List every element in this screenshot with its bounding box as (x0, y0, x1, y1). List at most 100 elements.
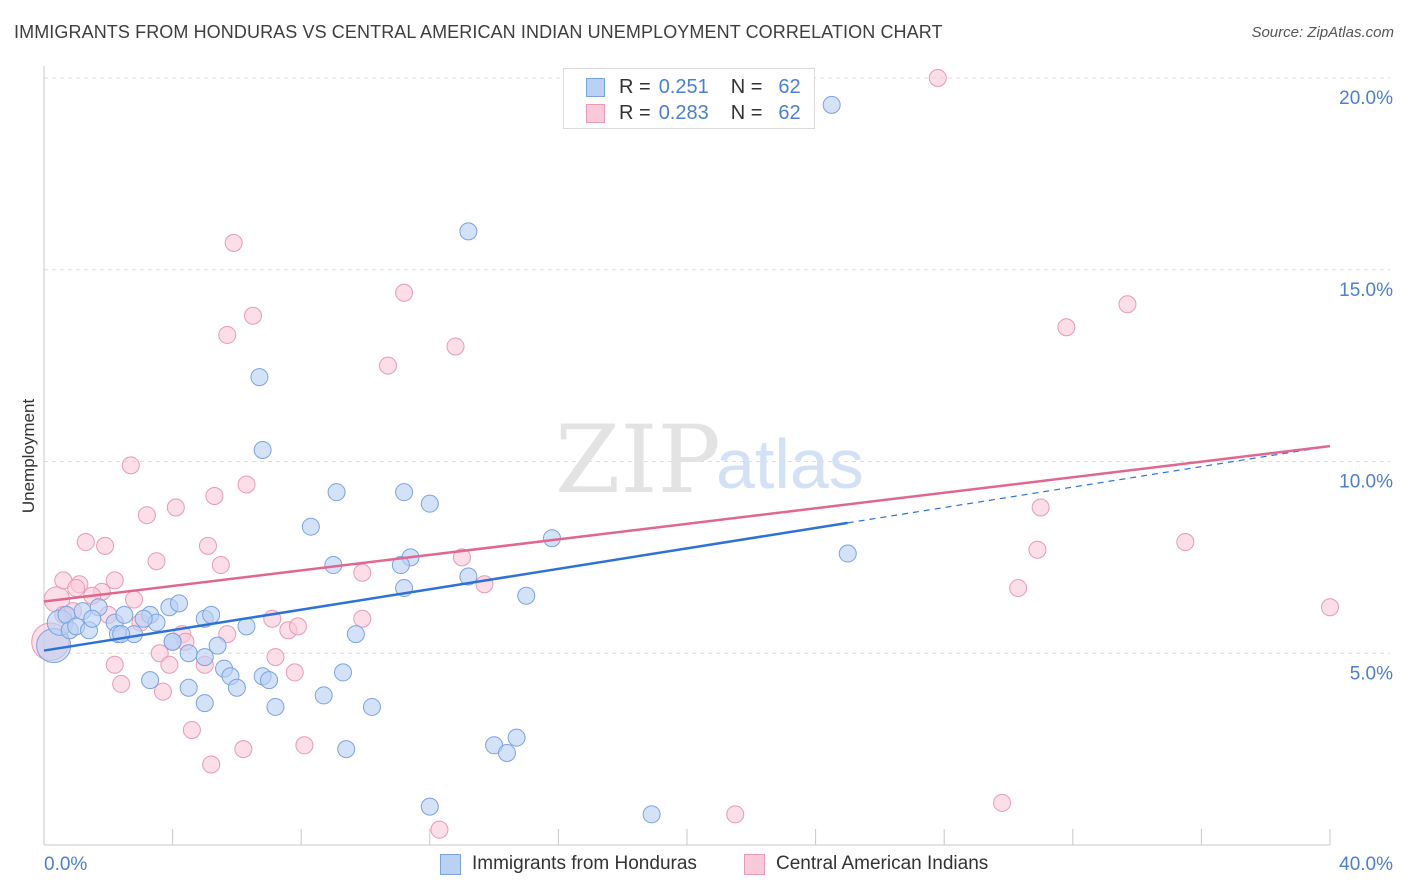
data-point (507, 728, 526, 747)
r-label: R = (619, 101, 651, 124)
data-point (459, 567, 478, 586)
data-point (1321, 598, 1339, 617)
data-point (134, 609, 153, 628)
data-point (195, 648, 214, 667)
data-point (112, 674, 131, 693)
legend-swatch-pink (744, 853, 765, 875)
n-label: N = (730, 101, 763, 124)
data-point (353, 563, 372, 582)
data-point (179, 644, 198, 663)
n-value: 62 (778, 101, 801, 124)
r-label: R = (619, 75, 651, 98)
y-tick-label: 20.0% (1339, 88, 1393, 109)
trend-line-honduras-extension (847, 445, 1331, 524)
data-point (838, 544, 857, 563)
data-point (353, 609, 372, 628)
data-point (83, 609, 102, 628)
data-point (227, 678, 246, 697)
data-point (314, 686, 333, 705)
r-value: 0.283 (658, 101, 709, 124)
trend-line-central-american-indians (43, 444, 1331, 603)
data-point (218, 325, 237, 344)
legend-label: Central American Indians (776, 853, 989, 874)
trend-line-honduras (43, 521, 848, 652)
data-point (993, 793, 1012, 812)
r-value: 0.251 (658, 75, 709, 98)
y-tick-label: 15.0% (1339, 280, 1393, 301)
legend-item-central-american-indians[interactable]: Central American Indians (744, 850, 988, 878)
data-point (202, 605, 221, 624)
data-point (202, 755, 221, 774)
data-point (1118, 295, 1137, 314)
data-point (243, 306, 262, 325)
data-point (105, 571, 124, 590)
data-point (475, 575, 494, 594)
data-point (452, 548, 471, 567)
x-tick-label: 0.0% (44, 854, 87, 875)
grid-lines (44, 77, 1390, 654)
data-point (96, 536, 115, 555)
data-point (76, 533, 95, 552)
data-point (391, 556, 410, 575)
data-point (395, 283, 414, 302)
data-point (379, 356, 398, 375)
data-point (163, 632, 182, 651)
legend-label: Immigrants from Honduras (472, 853, 697, 874)
data-point (430, 820, 449, 839)
legend-swatch-blue (440, 853, 461, 875)
watermark: ZIP atlas (555, 406, 864, 515)
data-point (121, 456, 140, 475)
data-point (153, 682, 172, 701)
data-point (928, 69, 947, 87)
data-point (208, 636, 227, 655)
watermark-atlas: atlas (716, 425, 864, 503)
source-credit: Source: ZipAtlas.com (1251, 24, 1394, 41)
data-point (301, 517, 320, 536)
data-point (141, 671, 160, 690)
data-point (224, 233, 243, 252)
chart-title: IMMIGRANTS FROM HONDURAS VS CENTRAL AMER… (14, 22, 943, 42)
data-point (288, 617, 307, 636)
trend-lines (43, 444, 1331, 652)
n-value: 62 (778, 75, 801, 98)
data-point (1009, 579, 1028, 598)
legend-item-honduras[interactable]: Immigrants from Honduras (440, 850, 697, 878)
data-point (420, 797, 439, 816)
data-point (160, 655, 179, 674)
data-point (497, 743, 516, 762)
data-point (195, 694, 214, 713)
data-point (250, 368, 269, 387)
data-point (237, 475, 256, 494)
data-point (420, 494, 439, 513)
y-tick-label: 5.0% (1350, 663, 1393, 684)
data-point (137, 506, 156, 525)
correlation-legend: R = 0.251 N = 62 R = 0.283 N = 62 (563, 68, 815, 129)
data-point (395, 483, 414, 502)
legend-swatch-pink (586, 103, 605, 123)
axes (43, 66, 1331, 846)
data-point (150, 644, 169, 663)
data-point (459, 222, 478, 241)
data-point (642, 805, 661, 824)
data-point (327, 483, 346, 502)
data-point (266, 648, 285, 667)
data-point (234, 740, 253, 759)
data-point (125, 590, 144, 609)
legend-swatch-blue (586, 77, 605, 97)
data-point (147, 552, 166, 571)
data-point (205, 487, 224, 506)
data-point (260, 671, 279, 690)
data-point (67, 579, 86, 598)
data-point (266, 697, 285, 716)
data-point (105, 655, 124, 674)
data-point (295, 736, 314, 755)
data-point (1057, 318, 1076, 337)
data-point (198, 536, 217, 555)
x-tick-label: 40.0% (1339, 854, 1393, 875)
y-axis-label: Unemployment (19, 399, 38, 514)
legend-row-central-american-indians: R = 0.283 N = 62 (586, 100, 801, 126)
data-point (253, 440, 272, 459)
data-point (337, 740, 356, 759)
legend-row-honduras: R = 0.251 N = 62 (586, 74, 801, 100)
